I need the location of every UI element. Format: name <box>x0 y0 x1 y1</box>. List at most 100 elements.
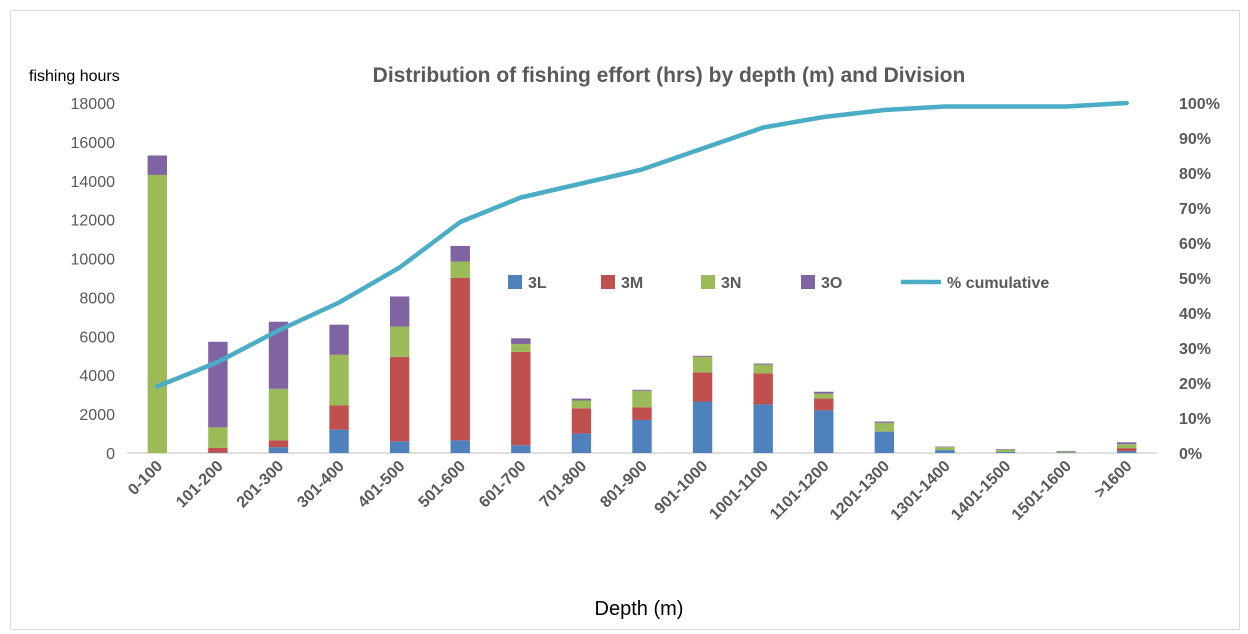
bar-3o <box>329 324 349 355</box>
bar-3o <box>1117 442 1137 445</box>
bar-3n <box>329 354 349 406</box>
y2-tick-label: 30% <box>1179 341 1211 358</box>
bar-3m <box>208 447 228 453</box>
y-tick-label: 18000 <box>71 96 116 113</box>
bar-3n <box>814 393 834 399</box>
bar-3o <box>571 398 592 401</box>
bar-3l <box>995 452 1016 453</box>
bar-3l <box>632 419 652 453</box>
x-tick-label: 0-100 <box>125 458 166 499</box>
bar-3l <box>389 441 410 453</box>
legend-label: 3O <box>821 275 842 292</box>
x-axis-label: Depth (m) <box>595 598 684 620</box>
bar-3o <box>268 321 289 389</box>
y2-tick-label: 90% <box>1179 131 1211 148</box>
bar-3l <box>753 404 773 453</box>
bar-3o <box>753 363 773 365</box>
bar-3n <box>753 364 773 374</box>
bar-3o <box>511 338 531 345</box>
bar-3m <box>389 356 410 442</box>
bar-3m <box>571 408 592 434</box>
y-tick-label: 6000 <box>79 329 115 346</box>
x-tick-label: 201-300 <box>234 458 288 512</box>
legend-label: 3L <box>528 275 547 292</box>
bar-3l <box>874 431 895 453</box>
bar-3n <box>147 174 167 453</box>
bar-3m <box>632 407 652 420</box>
y2-tick-label: 0% <box>1179 446 1202 463</box>
y2-tick-label: 10% <box>1179 411 1211 428</box>
bar-3o <box>1056 451 1076 452</box>
bar-3m <box>329 405 349 430</box>
secondary-y-axis-ticks: 0% 10% 20% 30% 40% 50% 60% 70% 80% 90% 100% <box>1179 96 1220 463</box>
bar-3m <box>753 373 773 405</box>
x-tick-label: 1501-1600 <box>1009 458 1075 524</box>
legend-label: 3M <box>621 275 643 292</box>
x-tick-label: 1201-1300 <box>827 458 893 524</box>
y-tick-label: 14000 <box>71 174 116 191</box>
y-tick-label: 0 <box>106 446 115 463</box>
bar-3l <box>935 450 955 453</box>
legend-swatch-3n <box>701 275 715 289</box>
x-tick-label: 1101-1200 <box>767 458 833 524</box>
legend-label: % cumulative <box>947 275 1049 292</box>
bar-3l <box>692 401 713 453</box>
bar-3n <box>268 388 289 441</box>
bar-3n <box>1056 451 1076 453</box>
bar-3n <box>632 390 652 408</box>
bar-3n <box>935 447 955 451</box>
bar-3o <box>632 389 652 391</box>
bar-3m <box>1117 448 1137 452</box>
bar-3n <box>511 344 531 352</box>
legend-label: 3N <box>721 275 741 292</box>
bar-3o <box>147 155 167 175</box>
bar-3o <box>450 245 470 262</box>
y2-tick-label: 40% <box>1179 306 1211 323</box>
y-tick-label: 4000 <box>79 368 115 385</box>
x-tick-label: 101-200 <box>173 458 227 512</box>
bar-group <box>147 155 1137 453</box>
y-tick-label: 2000 <box>79 407 115 424</box>
bar-3n <box>995 449 1016 453</box>
bar-3n <box>692 356 713 373</box>
bar-3l <box>450 440 470 453</box>
y2-tick-label: 80% <box>1179 166 1211 183</box>
bar-3o <box>208 341 228 428</box>
y2-tick-label: 60% <box>1179 236 1211 253</box>
cumulative-line-group <box>155 100 1129 389</box>
y-axis-label: fishing hours <box>29 68 120 85</box>
x-tick-label: 1301-1400 <box>888 458 954 524</box>
y-tick-label: 12000 <box>71 213 116 230</box>
x-tick-label: 1001-1100 <box>706 458 772 524</box>
bar-3o <box>692 355 713 357</box>
bar-3n <box>208 427 228 448</box>
bar-3l <box>1117 451 1137 453</box>
chart-svg: Distribution of fishing effort (hrs) by … <box>29 64 1220 620</box>
y2-tick-label: 100% <box>1179 96 1220 113</box>
x-tick-label: 501-600 <box>416 458 470 512</box>
bar-3m <box>268 440 289 448</box>
bar-3n <box>874 422 895 432</box>
legend: 3L 3M 3N 3O % cumulative <box>508 275 1049 292</box>
legend-swatch-3o <box>801 275 815 289</box>
x-tick-label: 801-900 <box>597 458 651 512</box>
chart-title: Distribution of fishing effort (hrs) by … <box>373 64 966 87</box>
bar-3l <box>814 410 834 453</box>
bar-3n <box>571 400 592 409</box>
cumulative-line <box>155 100 1129 389</box>
bar-3o <box>874 421 895 423</box>
bar-3o <box>814 391 834 394</box>
y2-tick-label: 70% <box>1179 201 1211 218</box>
bar-3o <box>389 296 410 327</box>
x-tick-label: 301-400 <box>294 458 348 512</box>
bar-3l <box>329 429 349 453</box>
y2-tick-label: 20% <box>1179 376 1211 393</box>
y-axis-ticks: 0 2000 4000 6000 8000 10000 12000 14000 16000 180… <box>71 96 116 463</box>
y-tick-label: 16000 <box>71 135 116 152</box>
x-tick-label: >1600 <box>1092 458 1136 502</box>
bar-3o <box>935 446 955 448</box>
bar-3m <box>814 398 834 411</box>
bar-3m <box>450 278 470 441</box>
bar-3m <box>692 372 713 402</box>
bar-3n <box>1117 444 1137 449</box>
